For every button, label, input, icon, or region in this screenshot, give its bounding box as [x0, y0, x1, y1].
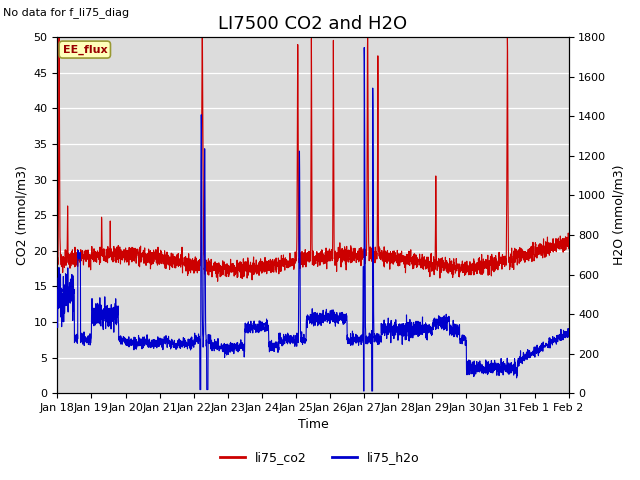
Text: EE_flux: EE_flux: [63, 45, 107, 55]
Text: No data for f_li75_diag: No data for f_li75_diag: [3, 7, 129, 18]
Title: LI7500 CO2 and H2O: LI7500 CO2 and H2O: [218, 15, 408, 33]
Legend: li75_co2, li75_h2o: li75_co2, li75_h2o: [215, 446, 425, 469]
Y-axis label: CO2 (mmol/m3): CO2 (mmol/m3): [15, 165, 28, 265]
Y-axis label: H2O (mmol/m3): H2O (mmol/m3): [612, 165, 625, 265]
X-axis label: Time: Time: [298, 419, 328, 432]
